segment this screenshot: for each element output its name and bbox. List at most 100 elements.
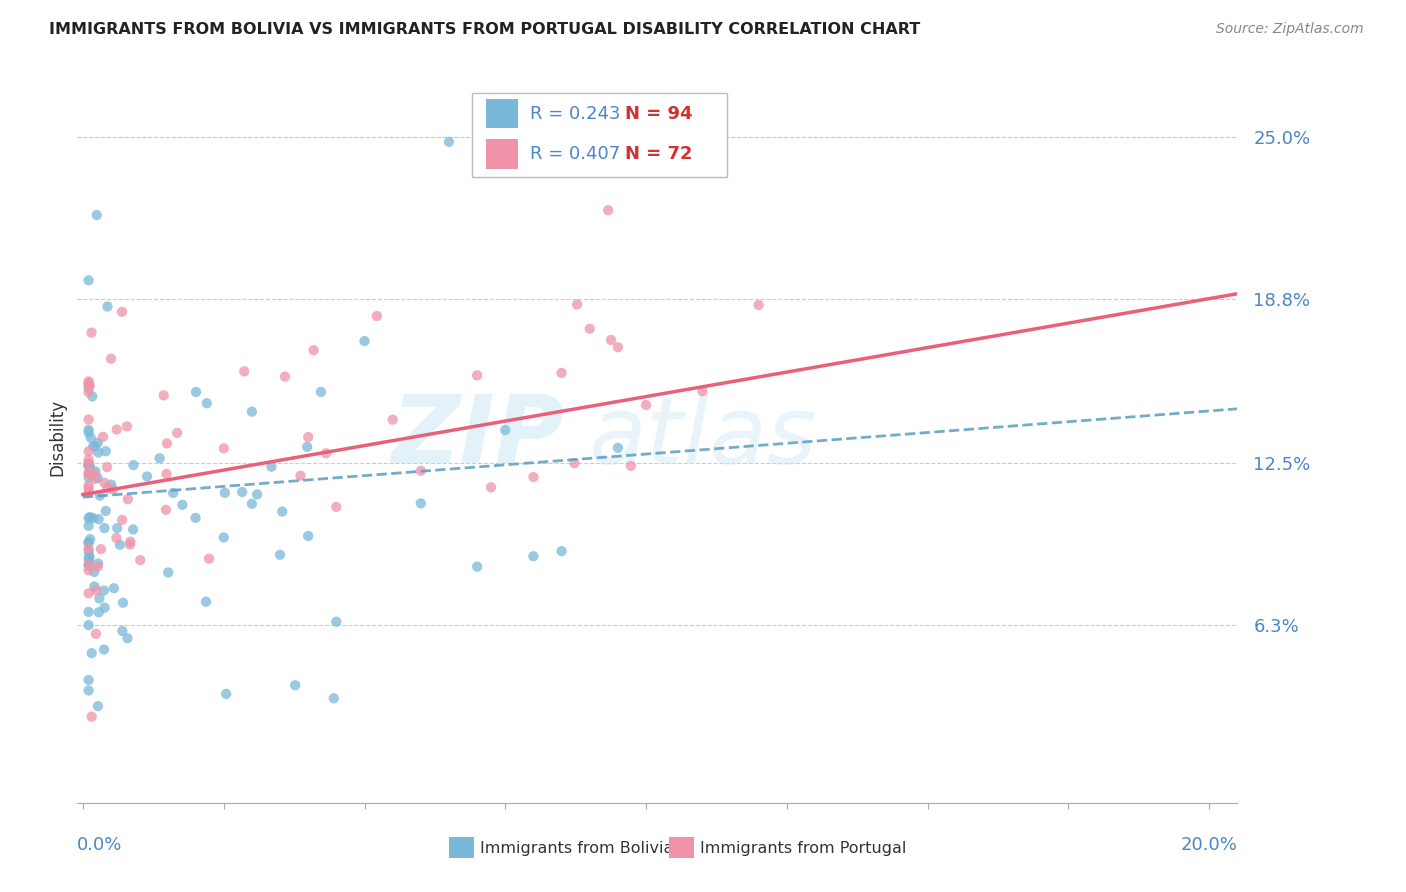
Point [606,441,628,455]
Point [94,504,117,518]
Point [84,583,107,598]
Point [77,458,100,472]
Point [77,273,100,287]
Point [77,558,100,572]
Point [79,459,101,474]
Point [77,423,100,437]
Point [111,305,134,319]
Point [246,487,269,501]
Point [77,376,100,390]
Point [94,444,117,458]
Point [284,678,307,692]
Point [77,541,100,556]
Point [87,559,110,574]
Point [198,551,221,566]
Point [77,535,100,549]
Point [82,389,104,403]
Point [100,477,122,491]
Point [212,442,235,456]
Point [366,309,388,323]
Point [240,404,263,418]
Point [87,445,110,459]
Point [172,498,194,512]
Point [105,521,128,535]
Point [606,340,628,354]
Point [87,512,110,526]
Point [212,530,235,544]
Point [309,384,332,399]
Point [634,398,657,412]
Point [87,435,110,450]
Point [522,470,544,484]
Point [86,471,108,485]
Point [83,467,105,481]
Y-axis label: Disability: Disability [48,399,66,475]
Point [231,485,253,500]
Point [322,691,344,706]
Point [564,456,586,470]
Point [84,439,107,453]
Text: Immigrants from Portugal: Immigrants from Portugal [700,840,907,855]
Point [87,605,110,619]
Point [479,480,502,494]
Point [80,646,103,660]
Point [295,440,318,454]
Point [157,566,180,580]
Point [184,385,207,400]
Point [77,470,100,484]
Point [77,375,100,389]
Point [77,425,100,440]
Point [100,351,122,366]
Point [522,549,544,564]
Point [77,385,100,400]
Point [82,439,104,453]
Point [77,683,100,698]
Point [550,544,572,558]
Point [155,503,177,517]
Point [80,709,103,723]
Point [87,557,110,571]
Point [77,457,100,471]
Point [93,600,115,615]
Point [494,423,516,437]
Point [260,459,283,474]
Point [578,322,600,336]
Text: 20.0%: 20.0% [1181,836,1237,854]
Point [103,581,125,595]
Point [77,458,100,472]
Point [77,518,100,533]
Point [105,423,128,437]
Point [77,482,100,496]
Point [122,458,145,472]
Point [120,534,142,549]
Point [240,497,263,511]
Point [117,492,139,507]
Point [77,605,100,619]
Point [77,551,100,566]
Bar [485,99,519,128]
Point [79,549,101,564]
Point [465,559,488,574]
Point [108,538,131,552]
Point [325,500,347,514]
Point [136,469,159,483]
Point [80,326,103,340]
Point [353,334,375,348]
Point [111,596,134,610]
Point [90,542,112,557]
Point [122,523,145,537]
Point [77,485,100,500]
Point [84,465,107,479]
Point [156,436,179,450]
Point [77,586,100,600]
Point [381,412,404,426]
Point [215,687,238,701]
Point [83,565,105,579]
Point [84,472,107,486]
Point [111,513,134,527]
Bar [449,838,474,858]
Point [79,431,101,445]
Point [152,388,174,402]
Point [214,485,236,500]
Point [96,460,118,475]
